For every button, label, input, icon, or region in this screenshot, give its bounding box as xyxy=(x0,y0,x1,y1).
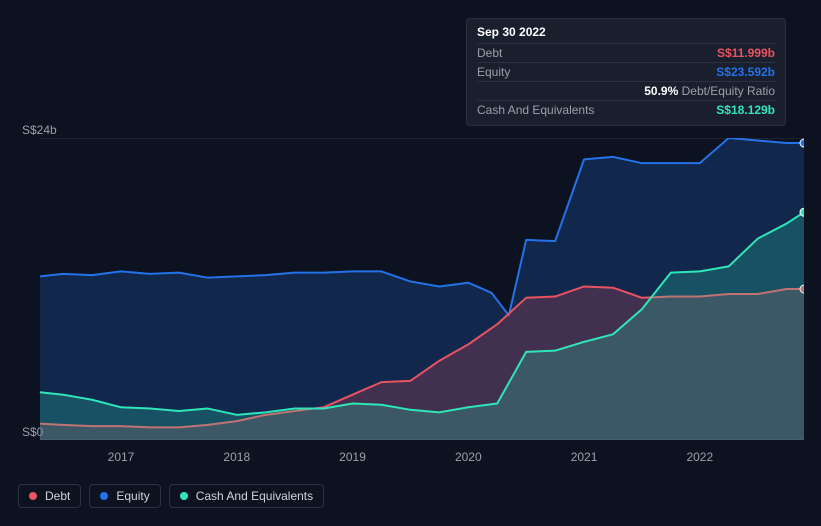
x-axis-tick: 2017 xyxy=(108,450,135,464)
tooltip-row-label: Equity xyxy=(477,65,510,79)
tooltip-row-value: S$18.129b xyxy=(716,103,775,117)
tooltip-row-label: Cash And Equivalents xyxy=(477,103,594,117)
legend-dot-icon xyxy=(100,492,108,500)
x-axis-tick: 2021 xyxy=(571,450,598,464)
area-chart-svg xyxy=(40,138,804,440)
legend-item-label: Cash And Equivalents xyxy=(196,489,313,503)
tooltip-row: Cash And Equivalents S$18.129b xyxy=(477,100,775,119)
x-axis-tick: 2022 xyxy=(686,450,713,464)
tooltip-row-value: S$23.592b xyxy=(716,65,775,79)
legend-dot-icon xyxy=(180,492,188,500)
x-axis-tick: 2019 xyxy=(339,450,366,464)
x-axis-tick: 2018 xyxy=(223,450,250,464)
tooltip-row: Equity S$23.592b xyxy=(477,62,775,81)
legend-item[interactable]: Cash And Equivalents xyxy=(169,484,324,508)
chart-plot-area xyxy=(40,138,804,440)
legend-item[interactable]: Debt xyxy=(18,484,81,508)
tooltip-row-label xyxy=(477,84,480,98)
legend-dot-icon xyxy=(29,492,37,500)
tooltip-row: Debt S$11.999b xyxy=(477,43,775,62)
tooltip-title: Sep 30 2022 xyxy=(477,25,775,43)
chart-tooltip: Sep 30 2022 Debt S$11.999b Equity S$23.592b… xyxy=(466,18,786,126)
chart-legend: Debt Equity Cash And Equivalents xyxy=(18,484,324,508)
tooltip-row-label: Debt xyxy=(477,46,502,60)
legend-item-label: Debt xyxy=(45,489,70,503)
tooltip-row-value: 50.9% Debt/Equity Ratio xyxy=(644,84,775,98)
x-axis-tick: 2020 xyxy=(455,450,482,464)
legend-item-label: Equity xyxy=(116,489,149,503)
tooltip-row: 50.9% Debt/Equity Ratio xyxy=(477,81,775,100)
y-axis-tick-max: S$24b xyxy=(22,123,57,137)
legend-item[interactable]: Equity xyxy=(89,484,160,508)
tooltip-row-value: S$11.999b xyxy=(717,46,775,60)
